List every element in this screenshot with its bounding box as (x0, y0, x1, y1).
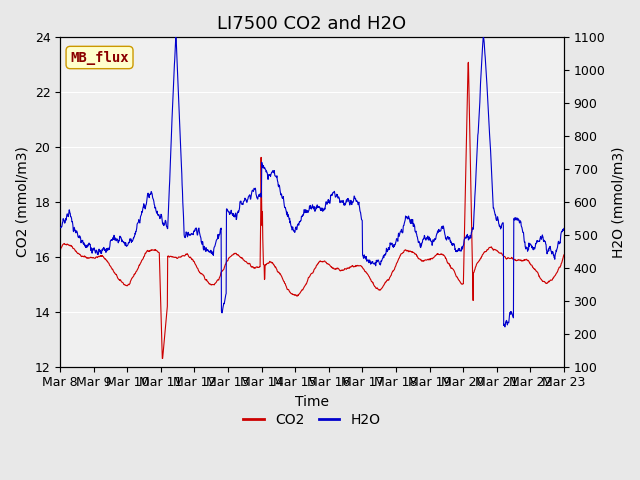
X-axis label: Time: Time (295, 395, 329, 409)
Legend: CO2, H2O: CO2, H2O (238, 407, 386, 432)
Text: MB_flux: MB_flux (70, 50, 129, 64)
Y-axis label: CO2 (mmol/m3): CO2 (mmol/m3) (15, 146, 29, 257)
Y-axis label: H2O (mmol/m3): H2O (mmol/m3) (611, 146, 625, 258)
Title: LI7500 CO2 and H2O: LI7500 CO2 and H2O (218, 15, 406, 33)
